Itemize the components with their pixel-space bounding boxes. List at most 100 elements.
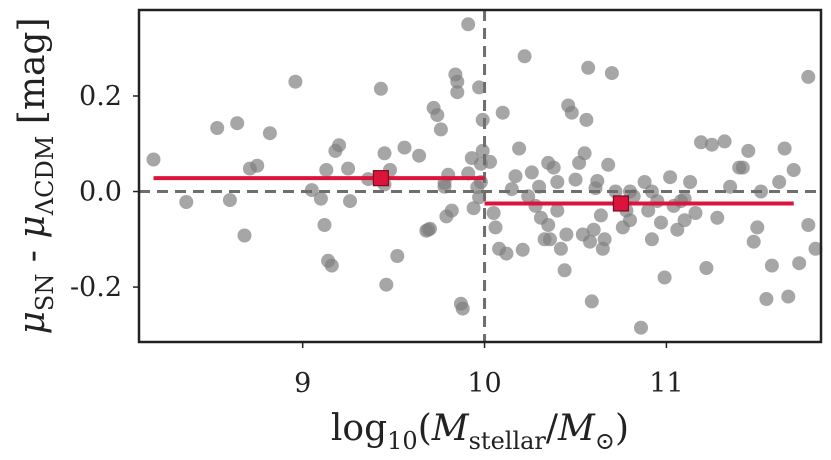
- data-point-64: [512, 141, 527, 156]
- data-point-74: [543, 232, 557, 247]
- y-label-unit: [mag]: [12, 17, 53, 135]
- data-point-140: [595, 241, 610, 256]
- data-point-43: [466, 201, 481, 216]
- data-point-139: [586, 222, 601, 237]
- data-point-25: [397, 140, 412, 155]
- data-point-22: [379, 277, 394, 292]
- data-point-61: [499, 246, 514, 261]
- mean-marker-1: [612, 195, 630, 212]
- data-point-84: [579, 112, 594, 127]
- data-point-104: [650, 194, 665, 209]
- data-point-102: [641, 203, 656, 218]
- data-point-87: [584, 294, 599, 309]
- x-tick-label-2: 11: [649, 368, 683, 399]
- data-point-90: [593, 208, 608, 223]
- data-point-116: [704, 137, 719, 152]
- data-point-37: [450, 85, 465, 100]
- data-point-121: [735, 160, 750, 175]
- data-point-65: [515, 242, 530, 257]
- y-label-mu1-sub: SN: [31, 274, 59, 311]
- data-point-142: [677, 213, 692, 228]
- x-label-open: (: [418, 408, 432, 449]
- data-point-14: [324, 258, 339, 273]
- data-point-143: [541, 218, 556, 232]
- data-point-35: [444, 203, 459, 218]
- data-point-4: [230, 116, 245, 131]
- scatter-points: [146, 17, 823, 335]
- x-label-close: ): [615, 408, 629, 449]
- data-point-131: [786, 163, 801, 177]
- data-point-53: [421, 222, 436, 237]
- x-label-m2-sub: ⊙: [595, 427, 615, 455]
- data-point-50: [475, 112, 490, 127]
- data-point-81: [568, 172, 583, 187]
- data-point-114: [694, 135, 708, 150]
- x-label-log-sub: 10: [387, 427, 418, 455]
- data-point-52: [450, 74, 465, 89]
- data-point-100: [634, 320, 648, 335]
- data-point-112: [683, 175, 698, 189]
- data-point-107: [663, 170, 678, 185]
- data-point-1: [179, 195, 194, 209]
- data-point-66: [517, 49, 532, 64]
- data-point-137: [559, 227, 574, 242]
- data-point-12: [319, 163, 334, 177]
- y-tick-label-0: -0.2: [70, 272, 122, 303]
- data-point-118: [717, 134, 732, 149]
- data-point-126: [759, 292, 774, 306]
- data-point-18: [341, 161, 356, 176]
- y-label-mu2-sub: ΛCDM: [31, 136, 59, 217]
- data-point-75: [546, 160, 561, 175]
- data-point-48: [472, 80, 487, 95]
- data-point-39: [455, 301, 470, 316]
- data-point-31: [433, 122, 448, 137]
- data-point-134: [801, 218, 816, 232]
- data-point-122: [741, 143, 756, 158]
- data-point-85: [581, 60, 596, 75]
- x-axis-label: log10(Mstellar/M⊙): [331, 408, 629, 455]
- data-point-7: [250, 158, 265, 173]
- data-point-136: [623, 213, 637, 228]
- data-point-130: [781, 289, 796, 304]
- data-point-129: [777, 141, 792, 156]
- mean-marker-0: [372, 170, 389, 187]
- data-point-105: [654, 215, 668, 230]
- y-label-mu1: μ: [12, 311, 53, 334]
- data-point-144: [550, 175, 565, 189]
- data-point-138: [577, 146, 592, 161]
- data-point-106: [657, 270, 672, 285]
- data-point-63: [508, 169, 523, 184]
- plot-frame: [137, 8, 823, 344]
- x-label-log: log: [331, 408, 387, 449]
- data-point-62: [504, 182, 519, 197]
- data-point-19: [317, 218, 332, 232]
- data-point-3: [222, 193, 237, 208]
- data-point-24: [390, 249, 405, 263]
- data-point-60: [495, 105, 510, 120]
- data-point-132: [792, 256, 807, 271]
- data-point-124: [750, 220, 765, 235]
- data-point-11: [313, 191, 328, 206]
- data-point-40: [461, 17, 476, 32]
- data-point-80: [564, 105, 579, 120]
- data-point-93: [604, 66, 619, 81]
- data-point-101: [637, 175, 652, 189]
- data-point-16: [332, 138, 347, 153]
- data-point-8: [262, 126, 277, 141]
- x-label-m1: M: [431, 408, 470, 449]
- data-point-92: [601, 157, 616, 172]
- data-point-86: [583, 234, 597, 249]
- data-point-133: [801, 69, 816, 84]
- data-point-20: [373, 81, 388, 96]
- y-label-mu2: μ: [12, 215, 53, 238]
- y-label-dash: -: [12, 239, 53, 274]
- data-point-30: [430, 108, 445, 123]
- data-point-2: [210, 121, 225, 135]
- data-point-109: [670, 222, 685, 237]
- data-point-141: [644, 232, 659, 247]
- y-tick-label-2: 0.2: [79, 81, 122, 112]
- data-point-5: [237, 228, 252, 243]
- data-point-0: [146, 152, 161, 167]
- data-point-26: [412, 148, 427, 163]
